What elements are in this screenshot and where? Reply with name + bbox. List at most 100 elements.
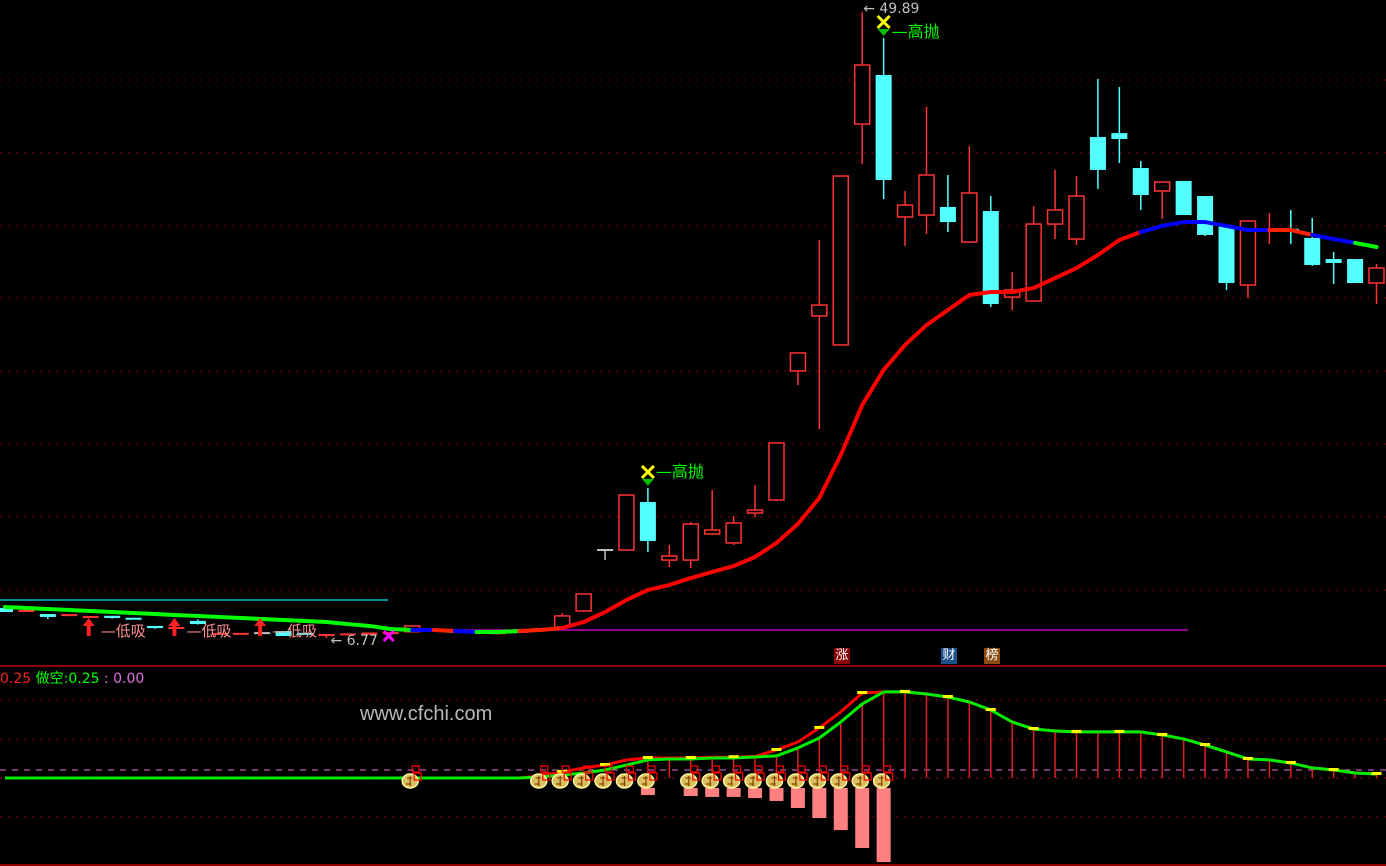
- indicator-bar: [812, 788, 827, 819]
- ma-line-segment: [753, 540, 779, 560]
- indicator-yellow-mark: [1157, 732, 1168, 736]
- indicator-bar: [833, 788, 848, 831]
- badge-bang[interactable]: 榜: [984, 648, 1000, 664]
- indicator-yellow-mark: [900, 689, 911, 693]
- candle-body: [832, 175, 850, 346]
- indicator-bar: [790, 788, 805, 808]
- money-bag-symbol: [877, 776, 884, 786]
- candle-body: [618, 494, 635, 551]
- candle: [1111, 87, 1128, 163]
- candle: [189, 619, 206, 625]
- candle: [597, 549, 614, 561]
- ma-line-segment: [1053, 266, 1079, 281]
- indicator-yellow-mark: [685, 756, 696, 759]
- candle: [639, 487, 656, 552]
- red-signal-mark: [820, 772, 829, 781]
- indicator-yellow-mark: [985, 708, 996, 711]
- money-bag-icon: [530, 765, 551, 789]
- money-bag-symbol: [770, 776, 777, 786]
- up-arrow-icon: [82, 618, 95, 636]
- red-signal-mark: [692, 772, 701, 781]
- red-signal-mark: [690, 765, 699, 773]
- candle: [853, 12, 871, 164]
- money-bag-symbol: [706, 776, 713, 786]
- red-signal-mark: [583, 765, 592, 773]
- candle-body: [1347, 259, 1364, 283]
- candle-body: [682, 523, 700, 561]
- indicator-short-label: 做空:: [35, 671, 69, 687]
- candle-body: [1132, 168, 1149, 196]
- watermark: www.cfchi.com: [360, 703, 493, 725]
- candle: [918, 106, 935, 234]
- red-signal-mark: [840, 765, 849, 773]
- candle-body: [939, 206, 956, 223]
- red-signal-mark: [861, 765, 870, 773]
- ma-line-segment: [24, 605, 50, 611]
- ma-line-segment: [303, 619, 329, 625]
- money-bag-symbol: [406, 776, 413, 786]
- candle-body: [39, 614, 56, 617]
- money-bag-symbol: [813, 776, 820, 786]
- ma-line-segment: [195, 613, 222, 619]
- indicator-yellow-mark: [1285, 760, 1296, 764]
- indicator-green-line-segment: [990, 708, 1013, 724]
- candle: [832, 175, 850, 346]
- money-bag-icon: [701, 765, 722, 789]
- candle: [104, 615, 121, 619]
- candle: [961, 145, 978, 243]
- indicator-long-value: 0.25: [0, 671, 32, 687]
- money-bag-symbol: [641, 776, 648, 786]
- candle: [746, 485, 764, 517]
- money-bag-icon: [765, 765, 787, 789]
- red-signal-mark: [542, 772, 551, 781]
- candle: [982, 196, 999, 307]
- money-bag-icon: [744, 765, 765, 789]
- ma-line-segment: [967, 289, 993, 298]
- indicator-yellow-mark: [1371, 772, 1382, 775]
- ma-line-segment: [1095, 238, 1122, 257]
- money-bag-icon: [872, 765, 894, 789]
- ma-line-segment: [945, 293, 972, 312]
- candle-body: [147, 625, 164, 629]
- badge-cai[interactable]: 财: [941, 648, 957, 664]
- ma-line-segment: [3, 604, 29, 610]
- ma-line-segment: [710, 564, 736, 574]
- candle-body: [1089, 136, 1106, 170]
- red-signal-mark: [540, 765, 549, 773]
- yellow-x-icon: [876, 14, 891, 30]
- ma-line-segment: [645, 583, 672, 592]
- candle-body: [982, 211, 999, 305]
- red-signal-mark: [627, 772, 637, 781]
- badge-zhang[interactable]: 涨: [834, 648, 850, 664]
- candle: [1347, 259, 1364, 283]
- red-signal-mark: [777, 772, 787, 781]
- low-buy-label: —低吸: [272, 622, 317, 640]
- red-signal-mark: [775, 765, 785, 773]
- ma-line-segment: [817, 452, 843, 500]
- candle-body: [811, 304, 828, 317]
- ma-line-segment: [881, 342, 908, 372]
- indicator-green-line-segment: [754, 754, 777, 759]
- ma-line-segment: [1203, 220, 1229, 228]
- indicator-bar: [855, 788, 870, 848]
- red-signal-mark: [756, 772, 765, 781]
- ma-line-segment: [281, 618, 308, 624]
- candle-body: [1068, 195, 1085, 240]
- candle-body: [789, 352, 807, 372]
- money-bag-symbol: [834, 776, 841, 786]
- ma-line-segment: [174, 613, 200, 618]
- indicator-yellow-mark: [1242, 756, 1253, 760]
- candle: [1197, 196, 1214, 236]
- red-signal-mark: [797, 765, 806, 773]
- money-bag-symbol: [620, 776, 627, 786]
- money-bag-symbol: [577, 776, 584, 786]
- candle: [147, 625, 164, 629]
- indicator-header: 0.25 做空:0.25 : 0.00: [0, 668, 144, 688]
- high-sell-label: —高抛: [892, 22, 940, 41]
- candle: [725, 515, 742, 545]
- candle-body: [875, 75, 892, 180]
- indicator-bar: [640, 788, 655, 796]
- candle: [211, 632, 228, 635]
- ma-line-segment: [45, 606, 72, 612]
- candle-body: [661, 555, 678, 561]
